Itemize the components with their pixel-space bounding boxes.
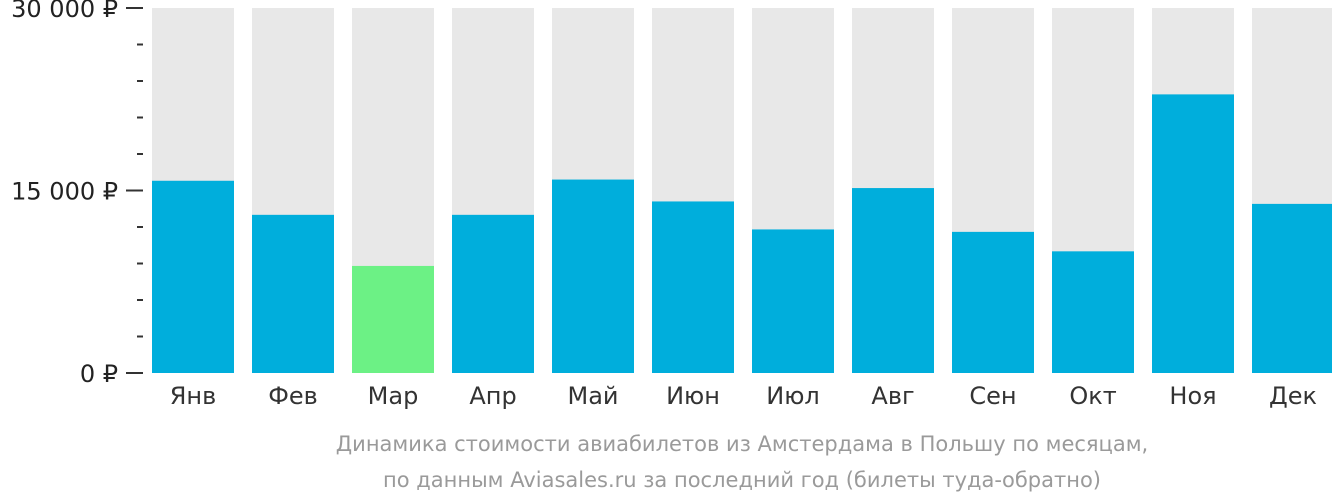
chart-caption-line-1: Динамика стоимости авиабилетов из Амстер… [335,432,1149,456]
bar-10 [1052,251,1134,373]
bar-7 [752,229,834,373]
x-tick-label: Окт [1069,382,1116,410]
x-tick-label: Ноя [1169,382,1216,410]
y-tick-label: 0 ₽ [80,360,118,388]
bar-4 [452,214,534,373]
y-tick-label: 15 000 ₽ [11,178,118,206]
x-tick-label: Янв [170,382,217,410]
bar-12 [1252,203,1332,373]
x-tick-label: Апр [469,382,516,410]
x-tick-label: Июн [666,382,720,410]
bar-9 [952,231,1034,373]
x-tick-label: Фев [268,382,318,410]
bar-11 [1152,94,1234,373]
y-tick-label: 30 000 ₽ [11,0,118,23]
x-tick-label: Авг [871,382,914,410]
chart-svg: Янв Фев Мар Апр Май Июн Июл Авг Сен Окт Ноя Дек 0 ₽ 1… [11,0,1332,410]
x-tick-label: Июл [766,382,820,410]
bar-6 [652,201,734,373]
bar-3 [352,265,434,373]
x-tick-label: Май [567,382,618,410]
bar-2 [252,214,334,373]
bar-8 [852,188,934,373]
x-tick-label: Дек [1269,382,1317,410]
x-tick-label: Мар [368,382,419,410]
bar-1 [152,180,234,373]
x-tick-label: Сен [969,382,1016,410]
chart-caption-line-2: по данным Aviasales.ru за последний год … [383,468,1101,492]
bar-5 [552,179,634,373]
